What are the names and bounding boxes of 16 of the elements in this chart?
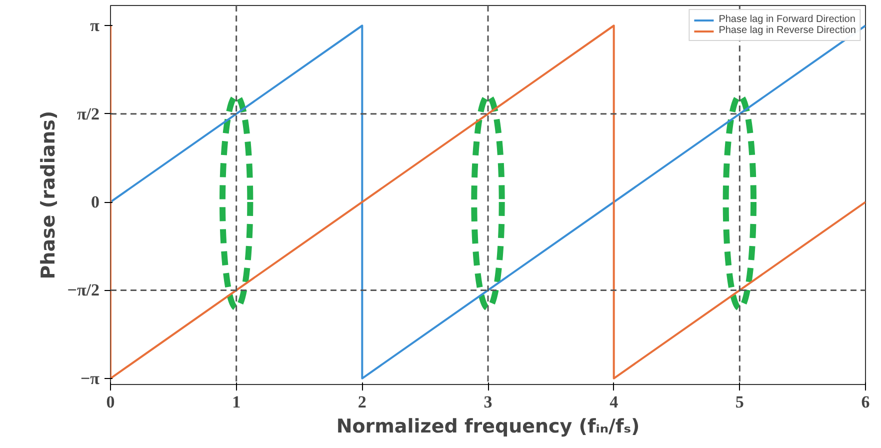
x-tick-label: 2 [358, 392, 366, 412]
y-axis-title: Phase (radians) [37, 110, 60, 280]
y-tick-label: −π [80, 368, 100, 388]
x-tick-label: 6 [861, 392, 870, 412]
legend-label: Phase lag in Forward Direction [718, 14, 856, 25]
y-tick-label: −π/2 [67, 280, 100, 300]
y-tick-label: π/2 [76, 104, 100, 124]
x-tick-label: 1 [232, 392, 241, 412]
x-tick-label: 3 [484, 392, 492, 412]
x-tick-label: 5 [735, 392, 744, 412]
x-tick-label: 0 [106, 392, 115, 412]
y-tick-label: 0 [91, 192, 100, 212]
legend-label: Phase lag in Reverse Direction [718, 25, 856, 36]
x-tick-label: 4 [610, 392, 619, 412]
y-tick-label: π [90, 16, 100, 36]
x-axis-title: Normalized frequency (fᵢₙ/fₛ) [336, 416, 640, 438]
